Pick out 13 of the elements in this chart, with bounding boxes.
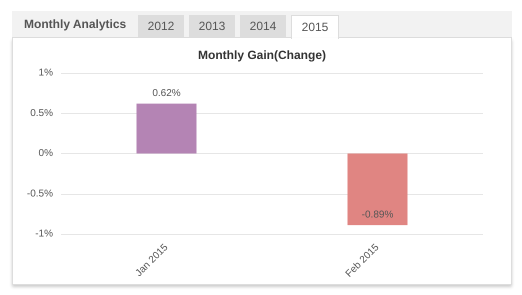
- y-tick-label: -1%: [35, 228, 54, 240]
- text: 2015: [291, 15, 339, 39]
- text: 2012: [138, 15, 184, 37]
- chart-title: Monthly Gain(Change): [198, 48, 326, 62]
- y-tick-label: 1%: [38, 68, 54, 78]
- y-tick-label: 0%: [38, 148, 54, 159]
- data-label: 0.62%: [152, 88, 181, 100]
- y-tick-label: 0.5%: [30, 108, 54, 119]
- text: 2014: [240, 15, 286, 37]
- text: 2013: [189, 15, 235, 37]
- data-label: -0.89%: [362, 210, 394, 221]
- text: Monthly Analytics: [24, 17, 126, 31]
- y-tick-label: -0.5%: [26, 188, 54, 200]
